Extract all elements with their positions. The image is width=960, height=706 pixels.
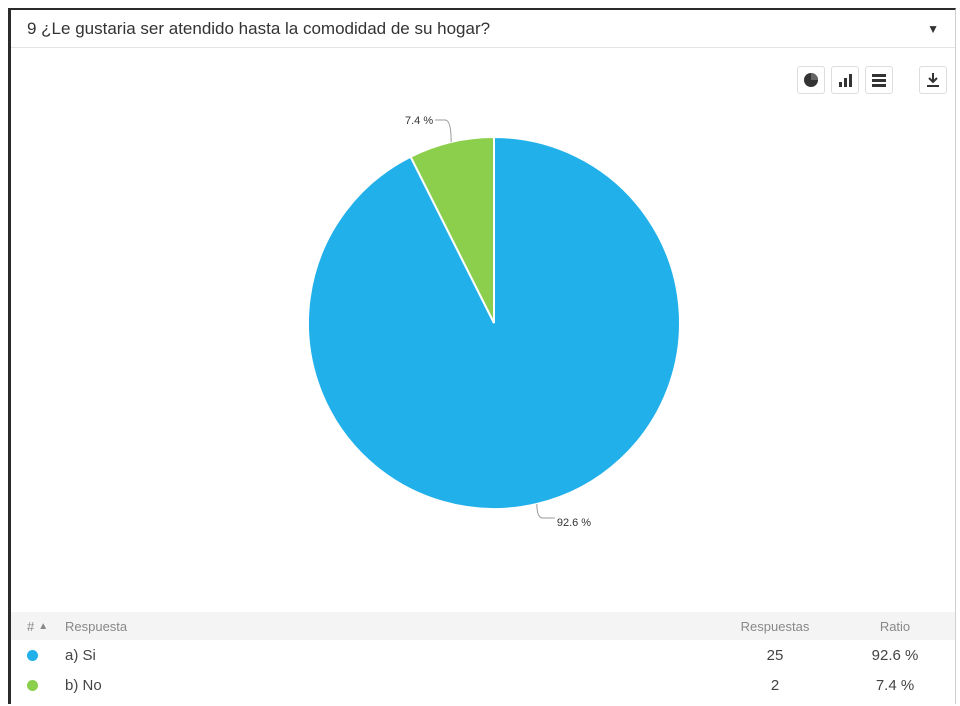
pie-chart: 92.6 % 7.4 % bbox=[11, 50, 959, 610]
pie-chart-icon[interactable] bbox=[797, 66, 825, 94]
respuesta-header: Respuesta bbox=[65, 618, 128, 634]
answer-ratio: 7.4 % bbox=[875, 676, 915, 694]
table-icon[interactable] bbox=[865, 66, 893, 94]
response-table: # ▲ Respuesta Respuestas Ratio a) Si 25 … bbox=[11, 612, 955, 700]
answer-label: b) No bbox=[65, 676, 102, 694]
chart-toolbar bbox=[797, 66, 947, 94]
ratio-header: Ratio bbox=[879, 618, 911, 634]
table-row: b) No 2 7.4 % bbox=[11, 670, 955, 700]
data-label: 92.6 % bbox=[557, 517, 591, 529]
answer-count: 2 bbox=[770, 676, 780, 694]
table-header-row: # ▲ Respuesta Respuestas Ratio bbox=[11, 612, 955, 640]
sort-column-header[interactable]: # ▲ bbox=[11, 619, 65, 634]
bar-chart-icon[interactable] bbox=[831, 66, 859, 94]
sort-up-icon: ▲ bbox=[38, 620, 49, 632]
question-header: 9 ¿Le gustaria ser atendido hasta la com… bbox=[11, 10, 955, 48]
answer-ratio: 92.6 % bbox=[871, 646, 919, 664]
data-label: 7.4 % bbox=[405, 115, 433, 127]
download-icon[interactable] bbox=[919, 66, 947, 94]
question-title: 9 ¿Le gustaria ser atendido hasta la com… bbox=[27, 18, 491, 38]
question-panel: 9 ¿Le gustaria ser atendido hasta la com… bbox=[8, 8, 956, 704]
respuestas-header: Respuestas bbox=[740, 618, 810, 634]
series-color-dot bbox=[27, 649, 38, 661]
leader-line bbox=[536, 503, 555, 519]
chevron-down-icon[interactable]: ▼ bbox=[927, 21, 939, 36]
answer-label: a) Si bbox=[65, 646, 96, 664]
leader-line bbox=[435, 119, 452, 143]
table-row: a) Si 25 92.6 % bbox=[11, 640, 955, 670]
hash-label: # bbox=[27, 618, 35, 634]
answer-count: 25 bbox=[766, 646, 784, 664]
series-color-dot bbox=[27, 679, 38, 691]
